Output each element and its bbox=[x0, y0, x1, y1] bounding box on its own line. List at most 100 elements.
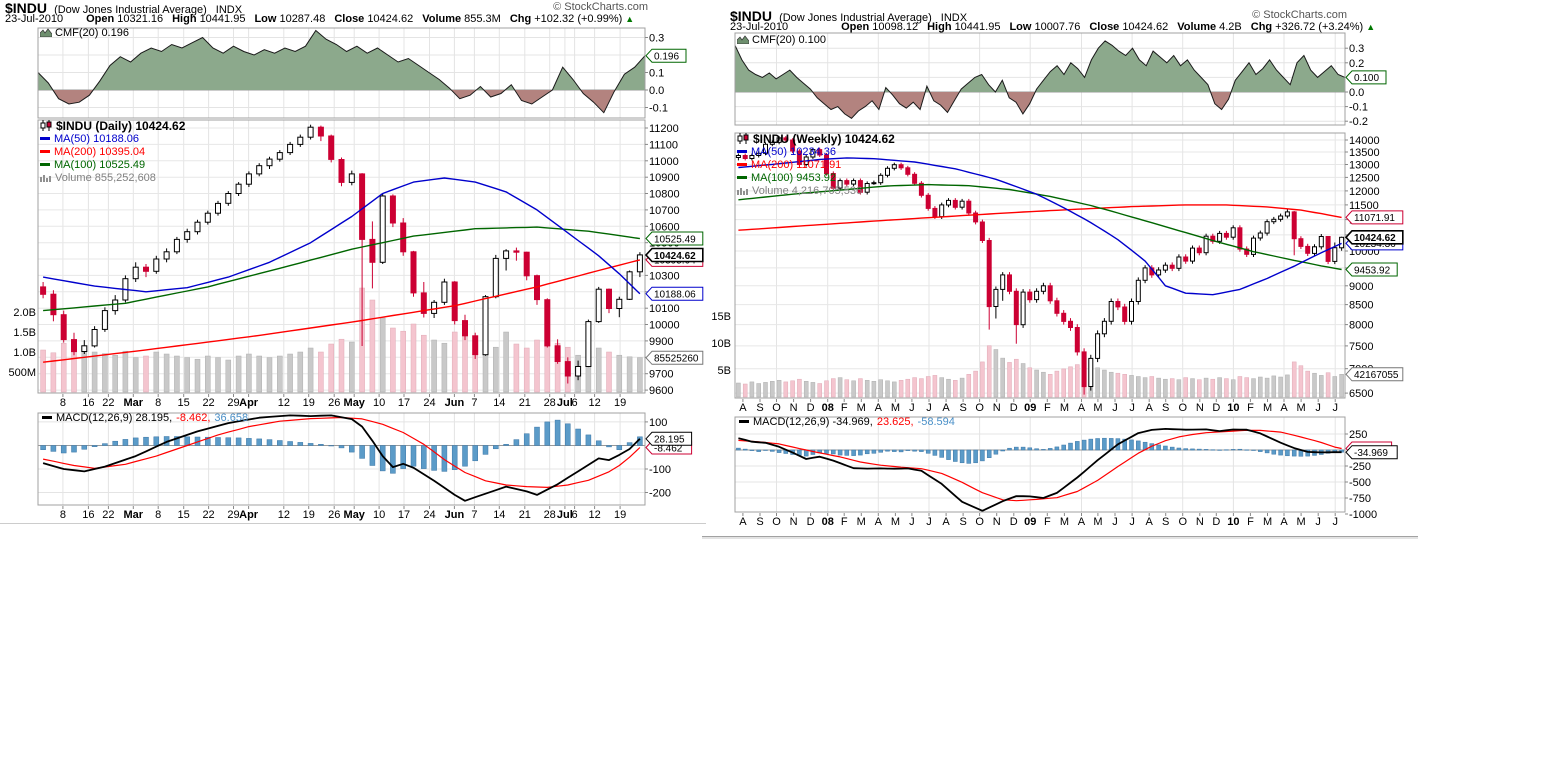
volume-legend: Volume 4,216,705,536 bbox=[737, 185, 895, 198]
svg-text:16: 16 bbox=[82, 397, 94, 409]
svg-text:M: M bbox=[1296, 516, 1305, 528]
svg-text:10000: 10000 bbox=[1349, 246, 1380, 258]
axis-value-tag bbox=[645, 286, 704, 301]
axis-value-tag bbox=[1345, 445, 1398, 460]
svg-text:9900: 9900 bbox=[649, 336, 673, 348]
svg-text:10800: 10800 bbox=[649, 189, 680, 201]
svg-text:22: 22 bbox=[202, 397, 214, 409]
svg-text:9453.92: 9453.92 bbox=[1354, 265, 1391, 276]
area-chart-icon bbox=[39, 28, 53, 40]
ma200-label: MA(200) 10395.04 bbox=[54, 146, 146, 158]
svg-text:2.0B: 2.0B bbox=[13, 307, 36, 319]
svg-text:11200: 11200 bbox=[649, 123, 679, 135]
svg-text:13500: 13500 bbox=[1349, 147, 1380, 159]
svg-text:42167055: 42167055 bbox=[1354, 370, 1399, 381]
svg-text:J: J bbox=[1129, 402, 1135, 414]
svg-text:500M: 500M bbox=[8, 367, 36, 379]
low-label: Low bbox=[254, 13, 277, 25]
ma200-legend: MA(200) 10395.04 bbox=[40, 146, 185, 159]
svg-text:Jun: Jun bbox=[445, 397, 465, 409]
svg-text:14000: 14000 bbox=[1349, 135, 1380, 147]
left-chart-bottom-rule bbox=[0, 523, 706, 524]
svg-text:-200: -200 bbox=[649, 488, 671, 500]
axis-value-tag bbox=[1345, 70, 1387, 85]
svg-text:10424.62: 10424.62 bbox=[654, 251, 696, 262]
macd-signal-label: -8.462, bbox=[176, 412, 211, 424]
cmf-label: CMF(20) 0.196 bbox=[55, 27, 129, 39]
svg-text:A: A bbox=[1078, 402, 1086, 414]
svg-text:24: 24 bbox=[423, 397, 435, 409]
ticker-symbol: $INDU bbox=[5, 0, 48, 16]
quote-row: 23-Jul-2010 Open 10321.16 High 10441.95 Low 10… bbox=[5, 13, 634, 25]
svg-text:26: 26 bbox=[328, 397, 340, 409]
svg-text:0.100: 0.100 bbox=[1354, 73, 1379, 84]
svg-text:6: 6 bbox=[572, 509, 578, 521]
cmf-label: CMF(20) 0.100 bbox=[752, 34, 826, 46]
svg-text:Apr: Apr bbox=[239, 509, 259, 521]
svg-text:-100: -100 bbox=[649, 464, 671, 476]
svg-text:12500: 12500 bbox=[1349, 172, 1380, 184]
volume-label: Volume bbox=[1177, 21, 1217, 33]
svg-text:0.196: 0.196 bbox=[654, 51, 679, 62]
svg-text:10B: 10B bbox=[711, 338, 731, 350]
svg-text:M: M bbox=[1060, 402, 1069, 414]
price-legend: $INDU (Daily) 10424.62 MA(50) 10188.06 M… bbox=[40, 119, 185, 185]
svg-text:250: 250 bbox=[1349, 429, 1367, 441]
svg-text:8: 8 bbox=[155, 397, 161, 409]
svg-text:M: M bbox=[1263, 402, 1272, 414]
svg-text:28: 28 bbox=[544, 509, 556, 521]
svg-text:19: 19 bbox=[303, 397, 315, 409]
low-value: 10007.76 bbox=[1034, 21, 1081, 33]
svg-text:F: F bbox=[841, 402, 848, 414]
svg-text:11100: 11100 bbox=[649, 139, 678, 151]
svg-text:O: O bbox=[975, 516, 984, 528]
macd-main-label: MACD(12,26,9) -34.969, bbox=[753, 416, 873, 428]
cmf-area-positive bbox=[735, 40, 1345, 92]
svg-text:M: M bbox=[857, 516, 866, 528]
close-value: 10424.62 bbox=[1122, 21, 1169, 33]
svg-text:N: N bbox=[1196, 516, 1204, 528]
weekly-chart-plot: 6500700075008000850090009500100001050011… bbox=[711, 32, 1404, 528]
svg-text:22: 22 bbox=[102, 509, 114, 521]
svg-text:-8.462: -8.462 bbox=[654, 443, 683, 454]
quote-date: 23-Jul-2010 bbox=[730, 21, 789, 33]
svg-text:85525260: 85525260 bbox=[654, 354, 699, 365]
svg-text:F: F bbox=[1247, 402, 1254, 414]
svg-text:Apr: Apr bbox=[239, 397, 259, 409]
price-title: $INDU (Daily) 10424.62 bbox=[56, 119, 186, 133]
svg-text:11071.91: 11071.91 bbox=[1354, 213, 1395, 224]
volume-label: Volume bbox=[422, 13, 462, 25]
svg-text:08: 08 bbox=[822, 516, 834, 528]
svg-text:J: J bbox=[926, 516, 932, 528]
svg-text:11500: 11500 bbox=[1349, 200, 1379, 212]
ma50-swatch bbox=[40, 137, 50, 140]
candlesticks bbox=[40, 124, 643, 384]
ticker-symbol: $INDU bbox=[730, 8, 773, 24]
ma200-legend: MA(200) 11071.91 bbox=[737, 159, 895, 172]
volume-bars-icon bbox=[40, 173, 52, 186]
svg-text:M: M bbox=[1060, 516, 1069, 528]
open-label: Open bbox=[841, 21, 870, 33]
daily-chart: 9600970098009900100001010010200103001040… bbox=[0, 0, 707, 526]
svg-text:10: 10 bbox=[1227, 402, 1239, 414]
quote-date: 23-Jul-2010 bbox=[5, 13, 64, 25]
svg-text:08: 08 bbox=[822, 402, 834, 414]
ma50-label: MA(50) 10234.36 bbox=[751, 146, 836, 158]
svg-text:9000: 9000 bbox=[1349, 281, 1373, 293]
svg-text:28.195: 28.195 bbox=[654, 435, 685, 446]
svg-text:0.0: 0.0 bbox=[1349, 87, 1364, 99]
cmf-area-negative bbox=[735, 91, 1345, 119]
macd-signal-label: 23.625, bbox=[876, 416, 914, 428]
macd-hist-label: -58.594 bbox=[917, 416, 955, 428]
svg-text:29: 29 bbox=[227, 509, 239, 521]
svg-text:-250: -250 bbox=[1349, 461, 1371, 473]
svg-text:19: 19 bbox=[614, 509, 626, 521]
svg-text:15: 15 bbox=[178, 509, 190, 521]
svg-text:J: J bbox=[1315, 516, 1321, 528]
axis-value-tag bbox=[1344, 230, 1404, 245]
svg-text:J: J bbox=[1112, 516, 1118, 528]
axis-value-tag bbox=[645, 231, 704, 246]
macd-main-label: MACD(12,26,9) 28.195, bbox=[56, 412, 173, 424]
svg-text:J: J bbox=[1315, 402, 1321, 414]
